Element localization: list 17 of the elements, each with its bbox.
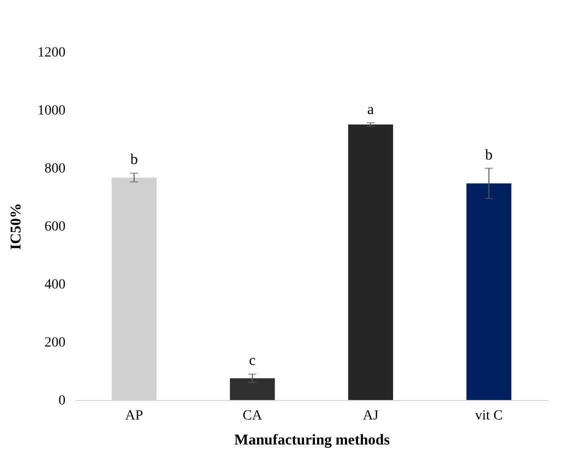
- annotation: c: [249, 353, 256, 370]
- x-axis-title: Manufacturing methods: [234, 432, 390, 448]
- y-tick-label: 1000: [38, 104, 66, 118]
- annotation: b: [485, 147, 493, 164]
- x-tick-label: CA: [242, 408, 263, 424]
- y-tick-label: 1200: [38, 46, 66, 60]
- annotation: b: [130, 152, 138, 168]
- y-tick-label: 600: [44, 220, 66, 234]
- x-tick-label: AJ: [362, 408, 379, 424]
- x-tick-label: vit C: [475, 408, 503, 424]
- x-tick-label: AP: [125, 408, 144, 424]
- y-tick-label: 200: [44, 336, 66, 350]
- y-tick-label: 0: [58, 394, 66, 408]
- y-tick-label: 400: [44, 278, 66, 292]
- y-tick-label: 800: [44, 162, 66, 176]
- y-axis-title: IC50%: [8, 203, 24, 250]
- annotation: a: [367, 102, 374, 118]
